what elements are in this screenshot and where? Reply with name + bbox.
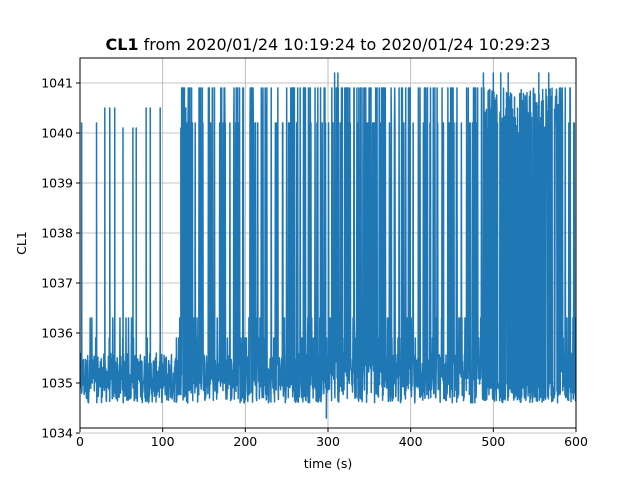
series-line	[80, 72, 576, 419]
x-tick-label: 500	[481, 434, 505, 449]
y-tick-label: 1038	[41, 226, 73, 241]
chart-title: CL1 from 2020/01/24 10:19:24 to 2020/01/…	[105, 35, 550, 54]
y-tick-label: 1037	[41, 276, 73, 291]
x-tick-label: 0	[76, 434, 84, 449]
chart-title-bold: CL1	[105, 35, 138, 54]
y-tick-label: 1035	[41, 376, 73, 391]
y-tick-label: 1039	[41, 176, 73, 191]
x-tick-label: 200	[233, 434, 257, 449]
x-axis: 0 100 200 300 400 500 600	[76, 428, 588, 449]
y-tick-label: 1040	[41, 126, 73, 141]
y-axis-label: CL1	[14, 231, 29, 255]
y-tick-label: 1041	[41, 76, 73, 91]
chart-title-rest: from 2020/01/24 10:19:24 to 2020/01/24 1…	[139, 35, 551, 54]
x-axis-label: time (s)	[304, 456, 352, 471]
x-tick-label: 400	[399, 434, 423, 449]
y-axis: 1034 1035 1036 1037 1038 1039 1040 1041	[41, 76, 80, 441]
series-layer	[80, 72, 576, 419]
y-tick-label: 1034	[41, 426, 73, 441]
y-tick-label: 1036	[41, 326, 73, 341]
x-tick-label: 100	[151, 434, 175, 449]
plot-area	[80, 72, 576, 419]
x-tick-label: 300	[316, 434, 340, 449]
x-tick-label: 600	[564, 434, 588, 449]
